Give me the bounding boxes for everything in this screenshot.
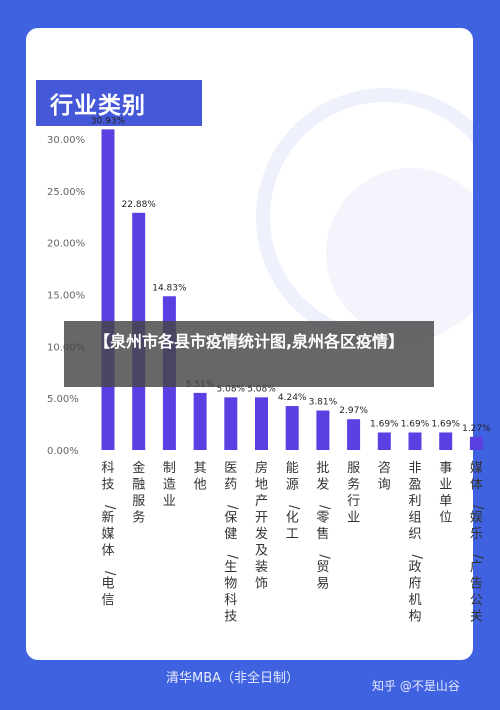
data-label: 2.97% [339, 406, 368, 416]
footer-credit: 知乎 @不是山谷 [372, 679, 460, 693]
bar [285, 406, 299, 450]
category-label: 金融服务 [132, 460, 145, 526]
overlay-caption: 【泉州市各县市疫情统计图,泉州各区疫情】 [64, 321, 434, 387]
bar [101, 129, 115, 450]
bar [469, 436, 483, 450]
category-label: 批发/零售/贸易 [316, 461, 331, 592]
bar [408, 432, 422, 450]
category-label: 制造业 [163, 461, 176, 509]
data-label: 5.08% [217, 384, 246, 394]
category-label: 其他 [194, 461, 207, 493]
category-label: 服务行业 [347, 461, 360, 526]
bar [193, 392, 207, 450]
data-label: 3.81% [309, 398, 338, 408]
bar [347, 419, 361, 450]
data-label: 1.27% [462, 424, 491, 434]
category-label: 事业单位 [439, 461, 452, 526]
data-label: 14.83% [152, 283, 187, 293]
y-tick-label: 20.00% [47, 239, 85, 250]
data-label: 5.08% [247, 384, 276, 394]
bar [316, 410, 330, 450]
category-label: 能源/化工 [286, 461, 301, 542]
y-tick-label: 0.00% [47, 446, 79, 457]
data-label: 4.24% [278, 393, 307, 403]
bar [224, 397, 238, 450]
category-label: 咨询 [378, 461, 391, 493]
y-tick-label: 15.00% [47, 291, 85, 302]
category-label: 医药/保健/生物科技 [224, 461, 239, 625]
category-label: 科技/新媒体/电信 [101, 461, 116, 608]
category-label: 房地产开发及装饰 [255, 460, 268, 592]
y-tick-label: 30.00% [47, 135, 85, 146]
bar [439, 432, 453, 450]
y-tick-label: 5.00% [47, 394, 79, 405]
chart-title: 行业类别 [50, 93, 146, 119]
decorative-circle [326, 168, 473, 338]
category-label: 媒体/娱乐/广告公关 [470, 461, 485, 625]
data-label: 1.69% [370, 419, 399, 429]
footer-source: 清华MBA（非全日制） [166, 671, 300, 686]
data-label: 30.93% [91, 116, 126, 126]
title-box: 行业类别 [36, 80, 202, 126]
category-label: 非盈利组织/政府机构 [408, 461, 423, 625]
data-label: 22.88% [122, 200, 157, 210]
data-label: 1.69% [401, 419, 430, 429]
y-tick-label: 25.00% [47, 187, 85, 198]
data-label: 1.69% [431, 419, 460, 429]
bar [377, 432, 391, 450]
bar [255, 397, 268, 450]
